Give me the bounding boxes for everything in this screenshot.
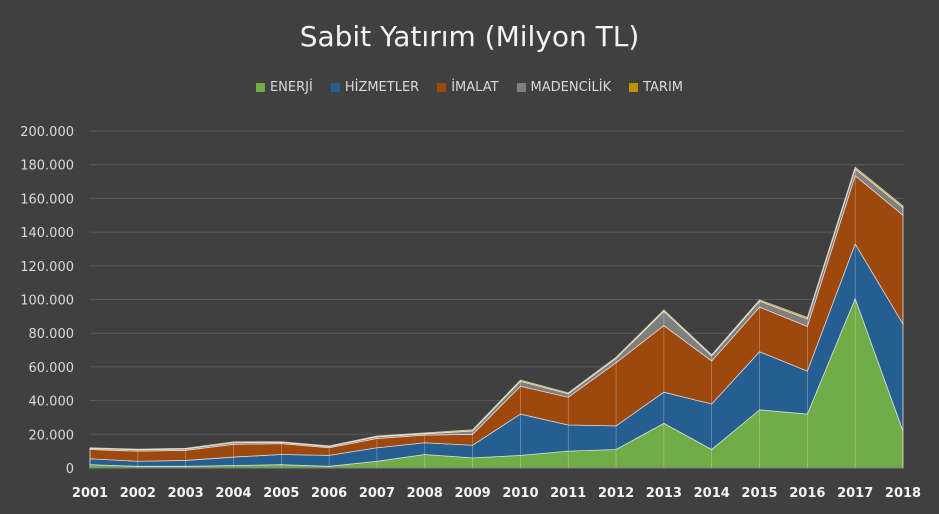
x-tick-label: 2009 bbox=[454, 486, 490, 501]
legend-item: MADENCİLİK bbox=[516, 80, 612, 95]
legend-label: ENERJİ bbox=[269, 80, 313, 95]
x-tick-label: 2005 bbox=[263, 486, 299, 501]
legend-swatch bbox=[255, 83, 265, 92]
legend-swatch bbox=[516, 83, 526, 92]
x-tick-label: 2008 bbox=[407, 486, 443, 501]
legend-label: MADENCİLİK bbox=[530, 80, 612, 95]
y-tick-label: 40.000 bbox=[29, 395, 75, 410]
x-tick-label: 2012 bbox=[598, 486, 634, 501]
y-tick-label: 80.000 bbox=[29, 327, 75, 342]
legend: ENERJİ HİZMETLER İMALAT MADENCİLİK TARIM bbox=[0, 80, 939, 95]
legend-label: TARIM bbox=[643, 80, 684, 95]
legend-label: İMALAT bbox=[451, 80, 499, 95]
x-tick-label: 2013 bbox=[646, 486, 682, 501]
legend-label: HİZMETLER bbox=[344, 80, 420, 95]
y-tick-label: 100.000 bbox=[20, 294, 74, 309]
y-tick-label: 60.000 bbox=[29, 361, 75, 376]
x-tick-label: 2007 bbox=[359, 486, 395, 501]
x-tick-label: 2006 bbox=[311, 486, 347, 501]
legend-item: HİZMETLER bbox=[330, 80, 420, 95]
y-tick-label: 180.000 bbox=[20, 159, 74, 174]
chart-title: Sabit Yatırım (Milyon TL) bbox=[299, 20, 640, 53]
legend-swatch bbox=[437, 83, 447, 92]
x-tick-label: 2001 bbox=[72, 486, 108, 501]
x-tick-label: 2014 bbox=[694, 486, 730, 501]
x-tick-label: 2010 bbox=[502, 486, 538, 501]
x-tick-label: 2003 bbox=[168, 486, 204, 501]
legend-swatch bbox=[629, 83, 639, 92]
y-tick-label: 0 bbox=[66, 462, 74, 477]
legend-item: İMALAT bbox=[437, 80, 499, 95]
legend-swatch bbox=[330, 83, 340, 92]
y-tick-label: 140.000 bbox=[20, 226, 74, 241]
y-tick-label: 20.000 bbox=[29, 428, 75, 443]
x-tick-label: 2016 bbox=[789, 486, 825, 501]
y-tick-label: 200.000 bbox=[20, 125, 74, 140]
x-tick-label: 2004 bbox=[215, 486, 251, 501]
area-tarim bbox=[89, 166, 904, 451]
x-tick-label: 2002 bbox=[120, 486, 156, 501]
x-tick-label: 2015 bbox=[741, 486, 777, 501]
x-tick-label: 2017 bbox=[837, 486, 873, 501]
y-tick-label: 160.000 bbox=[20, 192, 74, 207]
x-tick-label: 2018 bbox=[885, 486, 921, 501]
x-tick-label: 2011 bbox=[550, 486, 586, 501]
legend-item: TARIM bbox=[629, 80, 683, 95]
legend-item: ENERJİ bbox=[255, 80, 313, 95]
y-tick-label: 120.000 bbox=[20, 260, 74, 275]
